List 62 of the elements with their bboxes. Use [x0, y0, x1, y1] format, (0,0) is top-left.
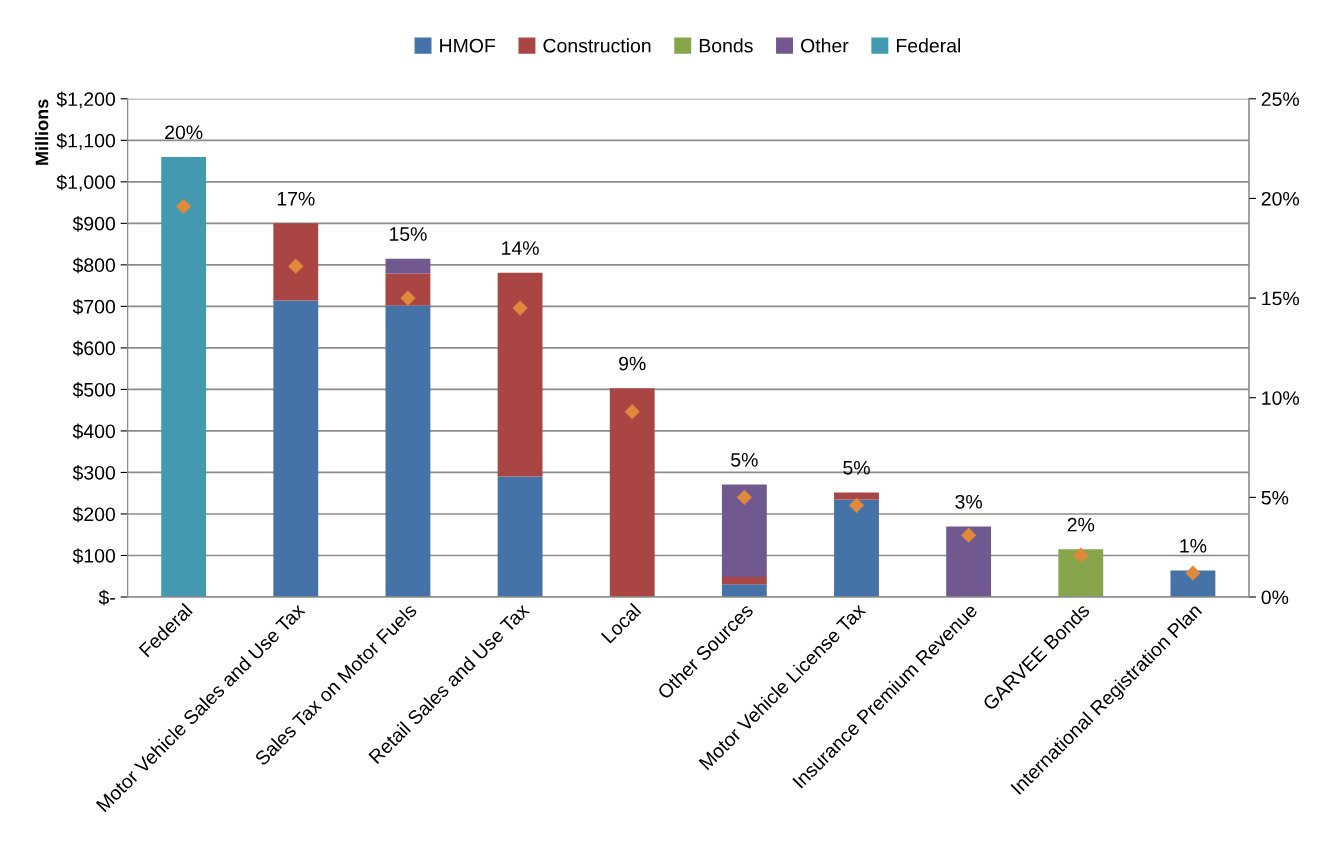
point: [1185, 565, 1201, 581]
bar: [834, 499, 879, 597]
y-tick-label: $900: [72, 215, 116, 232]
y2-tick-label: 15%: [1262, 291, 1300, 306]
data-label: 15%: [389, 227, 427, 241]
point: [1073, 547, 1089, 563]
bar: [497, 476, 543, 597]
data-label: 5%: [731, 453, 758, 467]
legend-label: Other: [801, 38, 849, 53]
bar: [1170, 570, 1216, 597]
data-label: 2%: [1067, 517, 1095, 532]
legend-label: Bonds: [699, 38, 753, 53]
legend-label: HMOF: [440, 38, 496, 53]
point: [400, 290, 416, 306]
data-label: 1%: [1180, 539, 1207, 553]
y-tick-label: $-: [98, 589, 115, 606]
bar: [497, 272, 543, 477]
point: [512, 300, 528, 316]
y-tick-label: $1,000: [56, 174, 116, 192]
bar: [385, 273, 431, 306]
data-label: 5%: [843, 460, 870, 475]
bar: [273, 300, 319, 597]
point: [624, 404, 640, 420]
y-tick-label: $1,200: [56, 91, 116, 109]
y-tick-label: $200: [72, 506, 116, 523]
bar: [721, 584, 767, 597]
y-tick-label: $600: [72, 340, 116, 357]
bar: [385, 258, 431, 274]
data-label: 9%: [619, 356, 646, 371]
bar: [721, 577, 767, 585]
bar: [273, 223, 319, 301]
bar: [161, 156, 207, 597]
data-label: 20%: [165, 125, 203, 140]
legend-label: Federal: [896, 38, 961, 53]
point: [848, 497, 865, 513]
point: [736, 489, 752, 505]
legend-label: Construction: [543, 38, 651, 53]
y-axis-title: Millions: [35, 99, 49, 165]
point: [961, 527, 977, 543]
bar: [834, 492, 879, 500]
bar: [1058, 549, 1104, 597]
bar: [385, 305, 431, 597]
point: [288, 258, 304, 274]
y-tick-label: $700: [72, 299, 116, 315]
y-tick-label: $100: [72, 548, 116, 564]
y2-tick-label: 20%: [1261, 191, 1300, 206]
y2-tick-label: 0%: [1261, 590, 1289, 605]
y2-tick-label: 10%: [1262, 391, 1300, 405]
bar: [721, 484, 767, 578]
data-label: 17%: [277, 191, 315, 206]
data-label: 14%: [502, 241, 539, 255]
y-tick-label: $500: [72, 382, 116, 398]
data-label: 3%: [955, 494, 982, 509]
y2-tick-label: 25%: [1261, 92, 1300, 107]
y2-tick-label: 5%: [1261, 490, 1289, 505]
bar: [946, 526, 992, 597]
bar: [609, 388, 655, 597]
point: [176, 198, 192, 215]
y-tick-label: $1,100: [56, 132, 116, 150]
y-tick-label: $400: [72, 423, 116, 440]
y-tick-label: $800: [72, 257, 116, 274]
y-tick-label: $300: [72, 465, 116, 481]
